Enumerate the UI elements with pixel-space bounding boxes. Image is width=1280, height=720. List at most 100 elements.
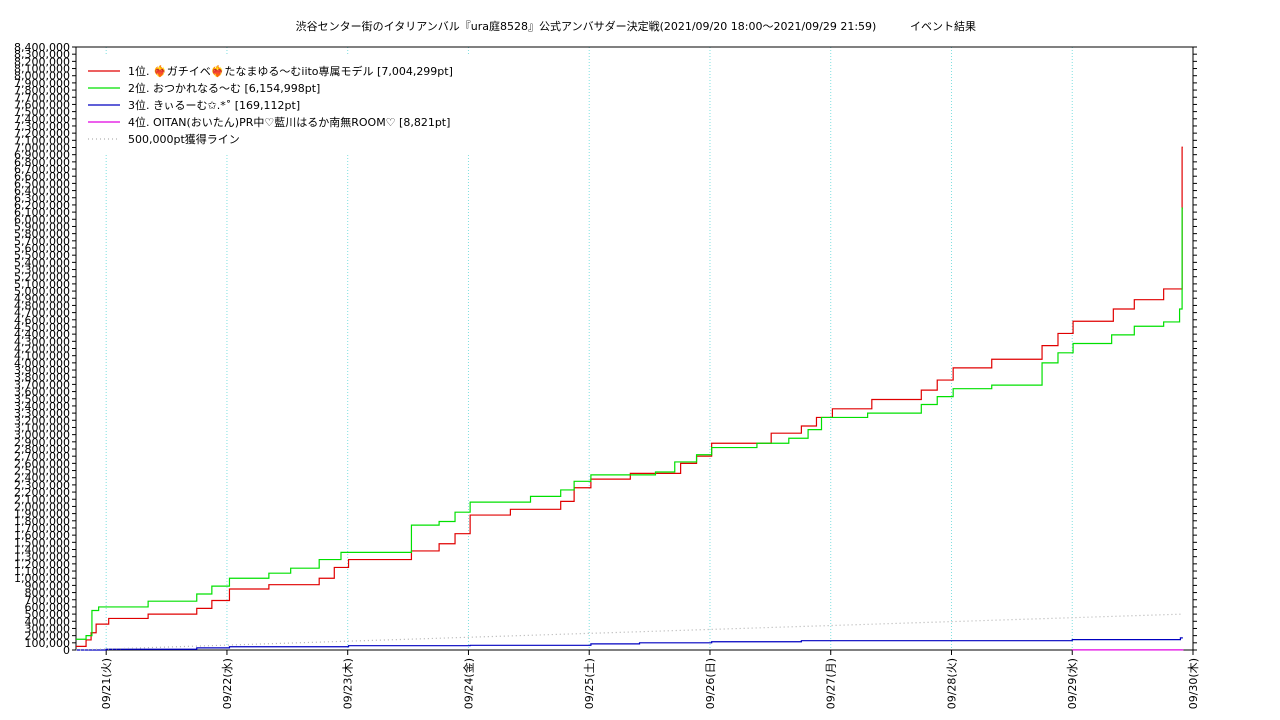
y-tick-label: 5,600,000 [14, 242, 70, 255]
y-tick-label: 8,300,000 [14, 48, 70, 61]
x-tick-label: 09/24(金) [461, 658, 475, 709]
legend-label: 500,000pt獲得ライン [128, 133, 240, 146]
y-tick-label: 8,200,000 [14, 55, 70, 68]
y-tick-label: 0 [63, 644, 70, 657]
y-tick-label: 2,100,000 [14, 493, 70, 506]
series-line [76, 637, 1183, 651]
x-tick-label: 09/29(水) [1066, 658, 1079, 709]
y-tick-label: 1,700,000 [14, 522, 70, 535]
y-tick-label: 2,800,000 [14, 443, 70, 456]
y-tick-label: 2,600,000 [14, 457, 70, 470]
y-tick-label: 3,400,000 [14, 400, 70, 413]
x-tick-label: 09/23(木) [342, 658, 355, 709]
y-tick-label: 6,500,000 [14, 177, 70, 190]
y-tick-label: 1,900,000 [14, 508, 70, 521]
y-tick-label: 7,800,000 [14, 84, 70, 97]
y-tick-label: 6,600,000 [14, 170, 70, 183]
x-tick-label: 09/27(月) [825, 658, 838, 709]
y-tick-label: 2,900,000 [14, 436, 70, 449]
y-tick-label: 600,000 [25, 601, 71, 614]
y-tick-label: 7,500,000 [14, 106, 70, 119]
y-tick-label: 3,900,000 [14, 364, 70, 377]
y-tick-label: 1,200,000 [14, 558, 70, 571]
y-tick-label: 8,000,000 [14, 70, 70, 83]
y-tick-label: 6,700,000 [14, 163, 70, 176]
y-tick-label: 5,000,000 [14, 285, 70, 298]
y-tick-label: 5,500,000 [14, 249, 70, 262]
y-tick-label: 4,500,000 [14, 321, 70, 334]
x-tick-label: 09/30(木) [1187, 658, 1200, 709]
x-tick-label: 09/28(火) [945, 658, 958, 709]
y-tick-label: 6,100,000 [14, 206, 70, 219]
y-tick-label: 5,900,000 [14, 220, 70, 233]
y-tick-label: 2,300,000 [14, 479, 70, 492]
legend-label: 4位. OITAN(おいたん)PR中♡藍川はるか南無ROOM♡ [8,821pt… [128, 115, 450, 129]
y-tick-label: 5,100,000 [14, 278, 70, 291]
y-tick-label: 4,700,000 [14, 307, 70, 320]
y-tick-label: 5,200,000 [14, 271, 70, 284]
y-tick-label: 6,800,000 [14, 156, 70, 169]
series-line [75, 613, 1183, 651]
y-tick-label: 4,300,000 [14, 335, 70, 348]
legend-box [80, 55, 537, 155]
chart-title: 渋谷センター街のイタリアンバル『ura庭8528』公式アンバサダー決定戦(202… [296, 19, 877, 33]
y-tick-label: 7,000,000 [14, 142, 70, 155]
y-tick-label: 3,300,000 [14, 407, 70, 420]
y-tick-label: 2,000,000 [14, 500, 70, 513]
y-tick-label: 6,900,000 [14, 149, 70, 162]
y-tick-label: 8,400,000 [14, 41, 70, 54]
y-tick-label: 7,700,000 [14, 91, 70, 104]
y-tick-label: 7,100,000 [14, 134, 70, 147]
legend-label: 3位. きぃるーむ✩.*˚ [169,112pt] [128, 98, 300, 112]
y-tick-label: 8,100,000 [14, 63, 70, 76]
x-tick-label: 09/21(火) [100, 658, 113, 709]
y-tick-label: 6,400,000 [14, 185, 70, 198]
y-tick-label: 2,500,000 [14, 465, 70, 478]
y-tick-label: 6,300,000 [14, 192, 70, 205]
y-tick-label: 1,100,000 [14, 565, 70, 578]
series-line [76, 146, 1183, 648]
legend-label: 2位. おつかれなる〜む [6,154,998pt] [128, 81, 320, 95]
y-tick-label: 1,000,000 [14, 572, 70, 585]
series-line [76, 207, 1183, 640]
y-tick-label: 1,500,000 [14, 536, 70, 549]
y-tick-label: 7,600,000 [14, 98, 70, 111]
y-tick-label: 1,600,000 [14, 529, 70, 542]
plot-frame [75, 46, 1194, 651]
y-tick-label: 4,900,000 [14, 292, 70, 305]
y-tick-label: 800,000 [25, 587, 71, 600]
y-tick-label: 1,300,000 [14, 551, 70, 564]
y-tick-label: 6,000,000 [14, 213, 70, 226]
y-tick-label: 900,000 [25, 579, 71, 592]
y-tick-label: 7,400,000 [14, 113, 70, 126]
legend-label: 1位. ❤‍🔥ガチイベ❤‍🔥たなまゆる〜むiito専属モデル [7,004,29… [128, 64, 453, 78]
y-tick-label: 7,200,000 [14, 127, 70, 140]
y-tick-label: 7,900,000 [14, 77, 70, 90]
y-tick-label: 4,200,000 [14, 343, 70, 356]
x-tick-label: 09/22(水) [221, 658, 234, 709]
y-tick-label: 3,000,000 [14, 429, 70, 442]
y-tick-label: 4,600,000 [14, 314, 70, 327]
y-tick-label: 100,000 [25, 637, 71, 650]
y-tick-label: 2,200,000 [14, 486, 70, 499]
y-tick-label: 2,400,000 [14, 472, 70, 485]
y-tick-label: 500,000 [25, 608, 71, 621]
y-tick-label: 4,000,000 [14, 357, 70, 370]
y-tick-label: 4,400,000 [14, 328, 70, 341]
y-tick-label: 4,100,000 [14, 350, 70, 363]
y-tick-label: 3,600,000 [14, 386, 70, 399]
y-tick-label: 3,200,000 [14, 414, 70, 427]
y-tick-label: 6,200,000 [14, 199, 70, 212]
y-tick-label: 3,700,000 [14, 378, 70, 391]
y-tick-label: 1,800,000 [14, 515, 70, 528]
x-tick-label: 09/25(土) [583, 658, 596, 709]
x-tick-label: 09/26(日) [704, 658, 717, 709]
y-tick-label: 3,800,000 [14, 371, 70, 384]
y-tick-label: 4,800,000 [14, 299, 70, 312]
y-tick-label: 200,000 [25, 630, 71, 643]
y-tick-label: 5,400,000 [14, 256, 70, 269]
y-tick-label: 700,000 [25, 594, 71, 607]
y-tick-label: 3,100,000 [14, 421, 70, 434]
